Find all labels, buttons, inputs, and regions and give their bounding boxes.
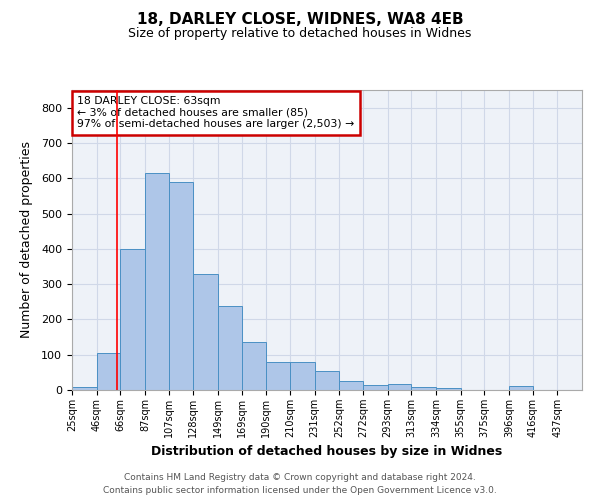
Bar	[388, 384, 411, 390]
X-axis label: Distribution of detached houses by size in Widnes: Distribution of detached houses by size …	[151, 446, 503, 458]
Bar	[242, 342, 266, 390]
Bar	[363, 384, 388, 390]
Bar	[169, 182, 193, 390]
Text: 18, DARLEY CLOSE, WIDNES, WA8 4EB: 18, DARLEY CLOSE, WIDNES, WA8 4EB	[137, 12, 463, 28]
Text: 18 DARLEY CLOSE: 63sqm
← 3% of detached houses are smaller (85)
97% of semi-deta: 18 DARLEY CLOSE: 63sqm ← 3% of detached …	[77, 96, 355, 129]
Bar	[314, 372, 340, 390]
Y-axis label: Number of detached properties: Number of detached properties	[20, 142, 33, 338]
Bar	[218, 306, 242, 390]
Text: Size of property relative to detached houses in Widnes: Size of property relative to detached ho…	[128, 28, 472, 40]
Bar	[436, 388, 461, 390]
Bar	[97, 353, 120, 390]
Bar	[145, 173, 169, 390]
Text: Contains HM Land Registry data © Crown copyright and database right 2024.
Contai: Contains HM Land Registry data © Crown c…	[103, 474, 497, 495]
Bar	[340, 381, 363, 390]
Bar	[509, 386, 533, 390]
Bar	[193, 274, 218, 390]
Bar	[411, 387, 436, 390]
Bar	[72, 387, 97, 390]
Bar	[266, 362, 290, 390]
Bar	[120, 249, 145, 390]
Bar	[290, 362, 314, 390]
